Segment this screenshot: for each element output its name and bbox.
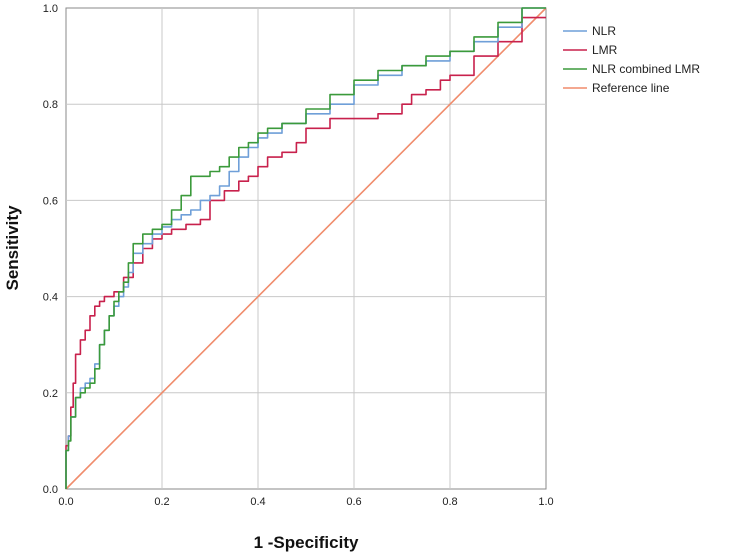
- y-tick-label: 0.4: [43, 292, 58, 304]
- x-tick-label: 0.8: [442, 496, 457, 508]
- series-line-reference-line: [65, 7, 547, 490]
- series-line-lmr: [65, 16, 546, 489]
- y-tick-label: 1.0: [43, 3, 58, 15]
- y-axis-title: Sensitivity: [3, 205, 22, 291]
- x-tick-label: 0.6: [346, 496, 361, 508]
- x-tick-label: 0.0: [58, 496, 73, 508]
- x-tick-label: 0.2: [154, 496, 169, 508]
- legend-label: LMR: [592, 43, 618, 57]
- x-tick-label: 0.4: [250, 496, 265, 508]
- grid-lines: [66, 8, 546, 489]
- series-layer: [65, 7, 547, 490]
- series-line-nlr: [65, 7, 546, 489]
- legend-label: NLR: [592, 24, 616, 38]
- y-tick-label: 0.0: [43, 484, 58, 496]
- y-tick-label: 0.8: [43, 99, 58, 111]
- legend: NLR LMR NLR combined LMR Reference line: [563, 24, 700, 95]
- series-line-nlr-combined-lmr: [65, 7, 546, 489]
- x-axis-title: 1 -Specificity: [254, 533, 359, 552]
- legend-label: NLR combined LMR: [592, 62, 700, 76]
- x-tick-label: 1.0: [538, 496, 553, 508]
- y-tick-label: 0.6: [43, 195, 58, 207]
- y-tick-label: 0.2: [43, 388, 58, 400]
- y-axis-ticks: 0.0 0.2 0.4 0.6 0.8 1.0: [43, 3, 58, 496]
- x-axis-ticks: 0.0 0.2 0.4 0.6 0.8 1.0: [58, 496, 553, 508]
- legend-label: Reference line: [592, 81, 670, 95]
